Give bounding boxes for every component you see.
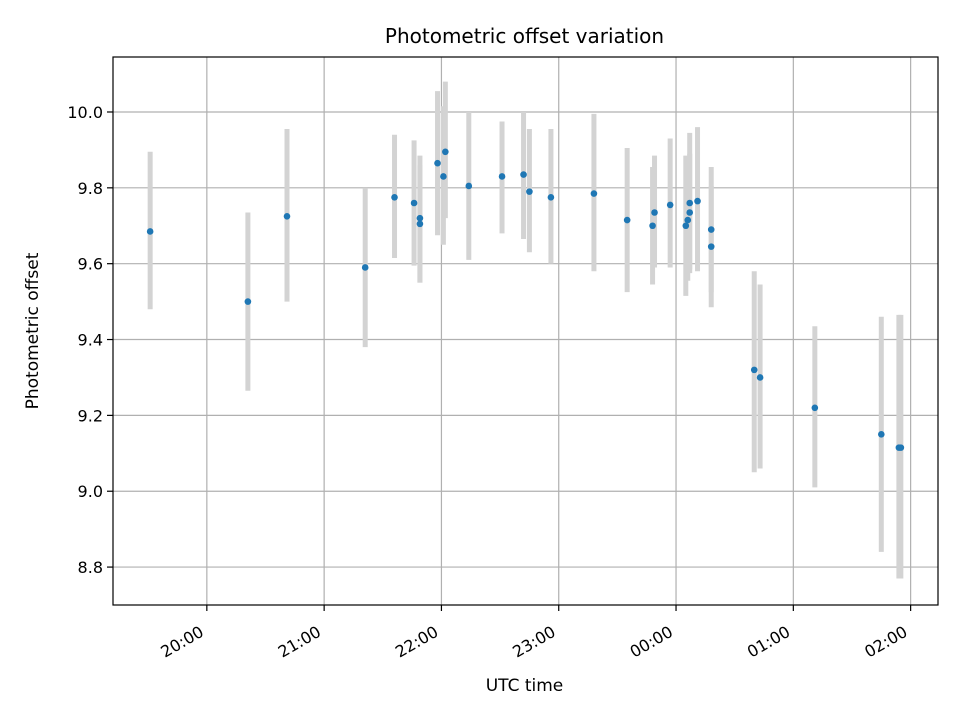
data-point	[440, 173, 447, 180]
data-point	[750, 366, 758, 374]
y-tick-label: 9.6	[78, 255, 103, 274]
data-point	[547, 194, 555, 201]
y-tick-label: 8.8	[78, 558, 103, 577]
data-point	[465, 182, 473, 190]
x-axis-label: UTC time	[486, 676, 564, 696]
data-point	[707, 226, 715, 233]
y-tick-label: 10.0	[67, 103, 103, 122]
data-point	[897, 444, 905, 451]
data-point	[146, 228, 154, 235]
y-axis-label: Photometric offset	[23, 252, 43, 409]
data-point	[707, 243, 715, 250]
data-point	[442, 148, 449, 156]
data-point	[391, 194, 398, 201]
y-tick-label: 9.0	[78, 482, 103, 501]
data-point	[416, 214, 424, 222]
data-point	[526, 188, 533, 195]
data-point	[686, 199, 694, 207]
data-point	[244, 298, 252, 305]
data-point	[498, 173, 506, 180]
data-point	[283, 212, 291, 220]
plot-frame	[112, 56, 939, 606]
data-point	[623, 216, 631, 224]
y-tick-label: 9.8	[78, 179, 103, 198]
data-point	[756, 374, 764, 381]
data-point	[666, 201, 674, 209]
y-tick-label: 9.4	[78, 331, 103, 350]
point-layer	[146, 148, 905, 451]
y-tick-label: 9.2	[78, 406, 103, 425]
data-point	[684, 216, 692, 224]
data-point	[434, 159, 441, 167]
data-point	[811, 404, 819, 412]
data-point	[520, 171, 527, 178]
data-point	[649, 222, 656, 230]
data-point	[878, 431, 885, 438]
data-point	[410, 199, 418, 207]
data-point	[682, 222, 690, 230]
data-point	[694, 197, 701, 205]
data-point	[416, 220, 424, 228]
y-axis: 8.8 9.0 9.2 9.4 9.6 9.8 10.0	[67, 103, 113, 577]
data-point	[590, 190, 598, 197]
data-point	[686, 209, 694, 216]
data-point	[361, 264, 369, 271]
data-point	[651, 209, 658, 216]
chart-title: Photometric offset variation	[385, 24, 664, 48]
